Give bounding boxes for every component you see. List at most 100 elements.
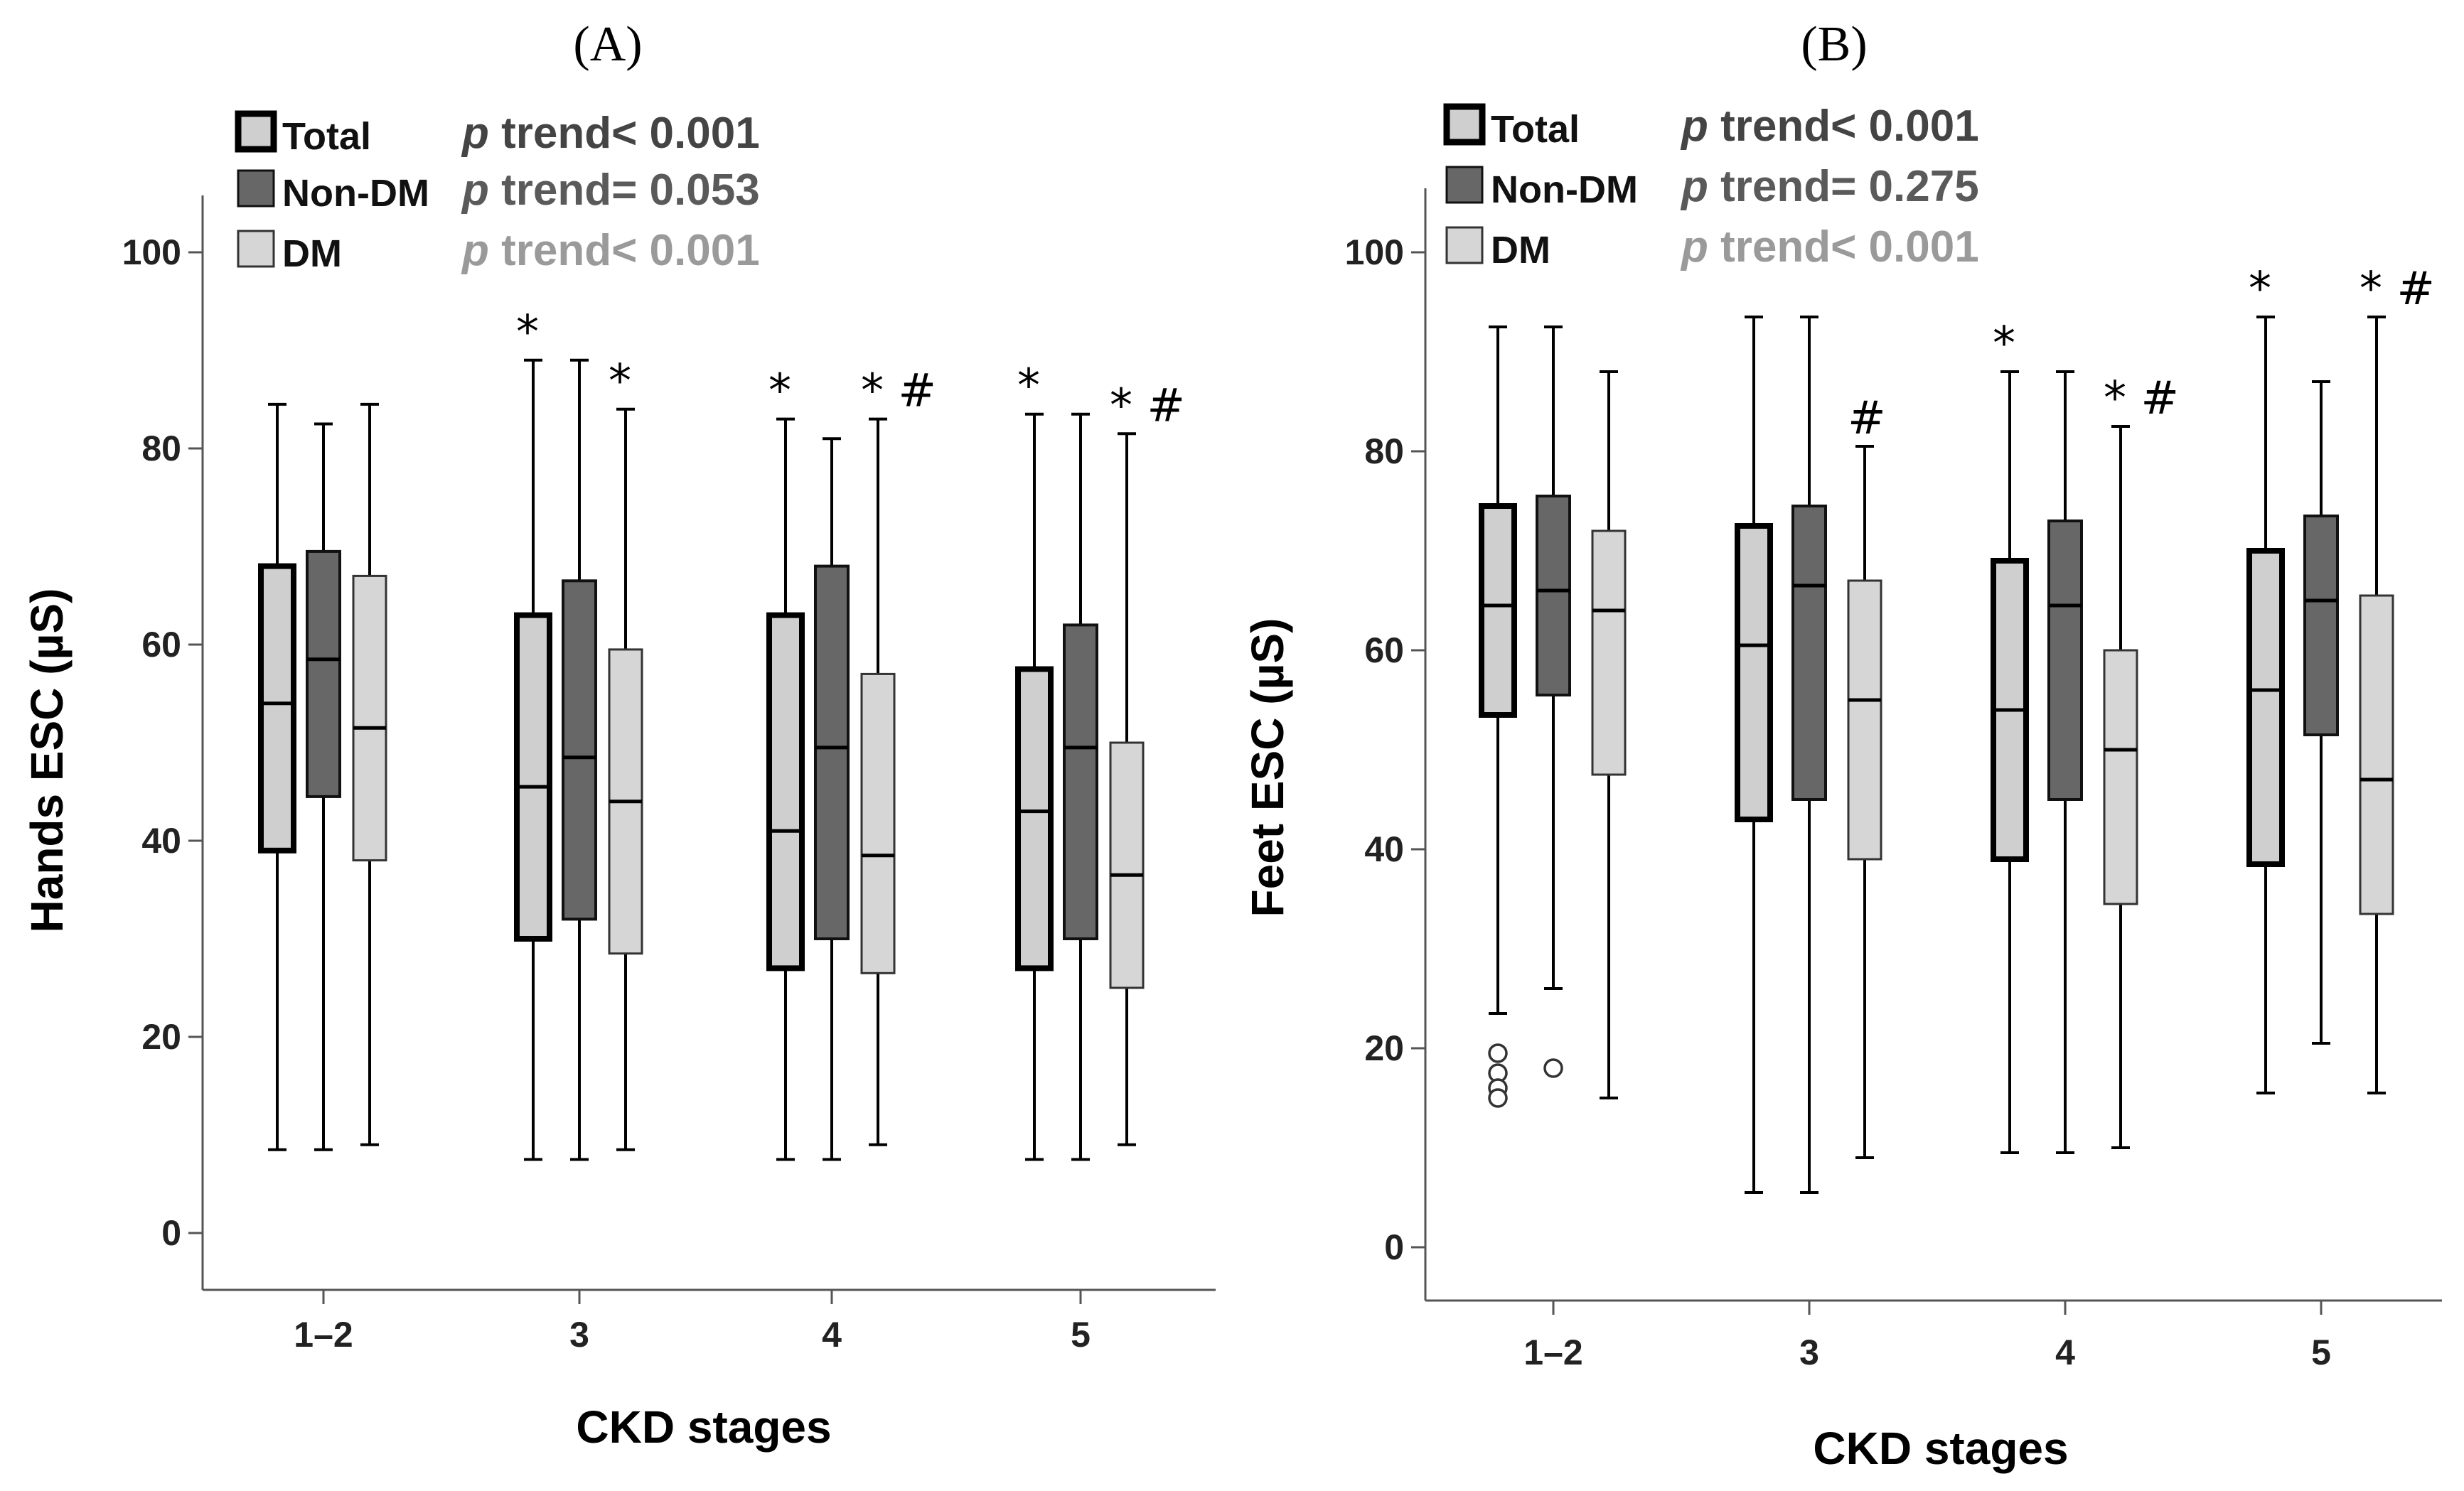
y-tick-label: 40 <box>1364 829 1404 869</box>
y-tick-label: 0 <box>1384 1227 1404 1267</box>
p-trend-text: p trend< 0.001 <box>461 226 760 275</box>
iqr-box <box>2246 548 2285 867</box>
box-dm-3: * # <box>1109 380 1185 1146</box>
p-italic: p <box>1680 162 1708 211</box>
iqr-box <box>1847 579 1882 861</box>
p-italic: p <box>461 226 489 275</box>
legend-label: Total <box>1491 108 1580 151</box>
iqr-box <box>1109 741 1145 989</box>
box-total-2: * <box>766 365 805 1161</box>
box-total-3: * <box>1015 360 1054 1161</box>
panel-label: (B) <box>1801 17 1867 72</box>
significance-marker: * # <box>2104 372 2179 425</box>
legend-label: DM <box>1491 229 1550 271</box>
box-non-dm-0 <box>1536 325 1571 990</box>
iqr-box <box>2303 515 2339 736</box>
significance-marker: * <box>609 355 631 408</box>
iqr-box <box>352 574 387 862</box>
legend-label: Non-DM <box>282 172 429 215</box>
iqr-box <box>2047 520 2083 801</box>
box-non-dm-2 <box>814 437 850 1161</box>
box-dm-1: # <box>1847 392 1886 1159</box>
box-non-dm-2 <box>2047 370 2083 1154</box>
significance-marker: * <box>516 306 539 359</box>
p-trend-value: trend< 0.001 <box>489 226 760 275</box>
iqr-box <box>766 612 805 971</box>
box-total-2: * <box>1991 318 2029 1154</box>
iqr-box <box>1591 529 1627 776</box>
significance-marker: * <box>2249 263 2271 316</box>
p-trend-text: p trend< 0.001 <box>461 109 760 158</box>
outlier-point <box>1488 1043 1508 1063</box>
x-tick-label: 5 <box>2311 1333 2331 1372</box>
x-tick-label: 3 <box>1799 1333 1819 1372</box>
p-italic: p <box>1680 102 1708 151</box>
p-trend-text: p trend< 0.001 <box>1680 102 1979 151</box>
box-non-dm-3 <box>1063 412 1098 1161</box>
panel-label: (A) <box>573 17 642 72</box>
box-total-1 <box>1735 316 1773 1194</box>
legend-swatch-dm <box>237 230 275 268</box>
legend-swatch-non-dm <box>1445 166 1484 204</box>
significance-marker: * <box>1993 318 2015 370</box>
significance-marker: * # <box>2359 263 2435 316</box>
y-tick-label: 0 <box>161 1213 181 1253</box>
x-tick-label: 5 <box>1071 1315 1091 1355</box>
box-dm-2: * # <box>2103 372 2179 1149</box>
p-trend-value: trend< 0.001 <box>489 109 760 158</box>
p-trend-value: trend< 0.001 <box>1708 222 1979 271</box>
box-dm-0 <box>1591 370 1627 1099</box>
y-tick-label: 80 <box>1364 431 1404 471</box>
legend-swatch-total <box>1443 103 1486 146</box>
y-tick-label: 40 <box>141 821 181 861</box>
significance-marker: * # <box>1110 380 1185 432</box>
y-tick-label: 100 <box>122 232 181 272</box>
box-dm-0 <box>352 402 387 1146</box>
iqr-box <box>562 579 597 921</box>
significance-marker: # <box>1848 392 1886 445</box>
box-dm-2: * # <box>860 365 936 1146</box>
x-axis-title: CKD stages <box>576 1401 831 1453</box>
x-tick-label: 4 <box>2055 1333 2075 1372</box>
x-tick-label: 3 <box>569 1315 589 1355</box>
box-total-3: * <box>2246 263 2285 1094</box>
x-tick-label: 1–2 <box>1523 1333 1582 1372</box>
significance-marker: * <box>768 365 791 418</box>
y-tick-label: 60 <box>141 625 181 664</box>
iqr-box <box>2359 594 2394 915</box>
legend-label: Non-DM <box>1491 168 1638 211</box>
y-tick-label: 60 <box>1364 630 1404 670</box>
legend-label: DM <box>282 232 342 275</box>
p-italic: p <box>461 109 489 158</box>
y-tick-label: 20 <box>141 1017 181 1057</box>
legend-swatch-non-dm <box>237 169 275 208</box>
box-total-0 <box>1479 325 1517 1015</box>
box-non-dm-3 <box>2303 380 2339 1045</box>
box-non-dm-1 <box>1791 316 1827 1194</box>
iqr-box <box>860 672 896 974</box>
p-italic: p <box>461 166 489 215</box>
x-tick-label: 4 <box>822 1315 842 1355</box>
iqr-box <box>2103 649 2138 905</box>
significance-marker: * <box>1017 360 1040 413</box>
x-axis-title: CKD stages <box>1813 1423 2068 1474</box>
iqr-box <box>1063 623 1098 941</box>
box-dm-1: * <box>608 355 643 1151</box>
p-trend-value: trend= 0.275 <box>1708 162 1979 211</box>
legend-swatch-dm <box>1445 226 1484 264</box>
iqr-box <box>1735 523 1773 822</box>
box-dm-3: * # <box>2359 263 2435 1094</box>
iqr-box <box>306 549 341 798</box>
iqr-box <box>1536 495 1571 696</box>
panel-b: (B) 0 20 40 60 80 100 1–2 3 4 5 CKD stages Feet ESC … <box>1242 17 2442 1474</box>
iqr-box <box>1479 503 1517 718</box>
y-axis-title: Feet ESC (µS) <box>1242 618 1293 917</box>
iqr-box <box>814 564 850 940</box>
y-axis-title: Hands ESC (µS) <box>21 588 73 933</box>
box-total-1: * <box>514 306 552 1161</box>
p-trend-value: trend= 0.053 <box>489 166 760 215</box>
outlier-point <box>1488 1088 1508 1108</box>
significance-marker: * # <box>861 365 936 418</box>
box-total-0 <box>258 402 296 1151</box>
y-tick-label: 20 <box>1364 1028 1404 1068</box>
